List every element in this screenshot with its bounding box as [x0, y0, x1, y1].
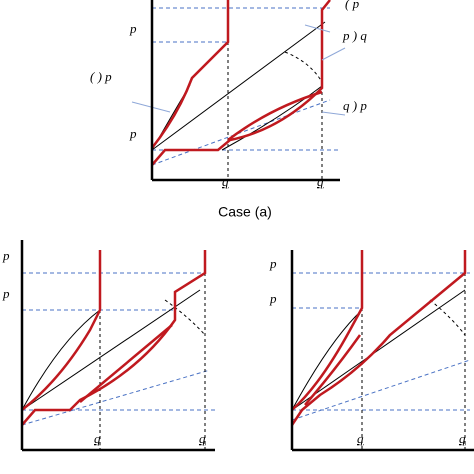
tick-label: q	[459, 431, 466, 446]
tick-label: q	[317, 174, 324, 189]
red-curve	[151, 0, 331, 166]
dashed-line	[151, 99, 331, 166]
red-curve	[304, 334, 362, 406]
red-curve	[290, 250, 467, 426]
label: p	[269, 256, 277, 271]
curve	[221, 85, 323, 151]
red-curve	[227, 90, 323, 141]
tick-label: q	[199, 431, 206, 446]
arc	[284, 51, 323, 83]
red-curve	[291, 250, 364, 411]
curve	[291, 309, 363, 411]
label: ( ) p	[90, 69, 112, 84]
label: p	[2, 248, 10, 263]
caption: Case (a)	[218, 204, 272, 220]
curve	[21, 309, 101, 411]
arrow	[321, 111, 346, 116]
label: p	[269, 291, 277, 306]
dashed-line	[291, 359, 471, 421]
label: p	[129, 126, 137, 141]
line	[151, 21, 326, 151]
red-curve	[21, 250, 207, 426]
dashed-line	[21, 369, 211, 426]
red-curve	[21, 250, 102, 411]
panel-bottom-right: p p q q	[269, 250, 474, 452]
line	[21, 289, 201, 411]
label: p	[2, 286, 10, 301]
red-curve	[151, 0, 230, 149]
label: p	[129, 21, 137, 36]
arrow	[321, 47, 346, 61]
arc	[429, 299, 466, 336]
panel-bottom-left: p p q q	[2, 240, 215, 452]
panel-top: p p ( ) p ( p p ) q q ) p q q Case (a)	[90, 0, 367, 220]
tick-label: q	[222, 174, 229, 189]
line	[291, 289, 466, 411]
red-curve	[79, 324, 173, 403]
tick-label: q	[94, 431, 101, 446]
label: p ) q	[342, 28, 367, 43]
tick-label: q	[357, 431, 364, 446]
label: q ) p	[343, 98, 367, 113]
arc	[164, 299, 206, 336]
arrow	[304, 24, 331, 33]
label: ( p	[345, 0, 360, 11]
